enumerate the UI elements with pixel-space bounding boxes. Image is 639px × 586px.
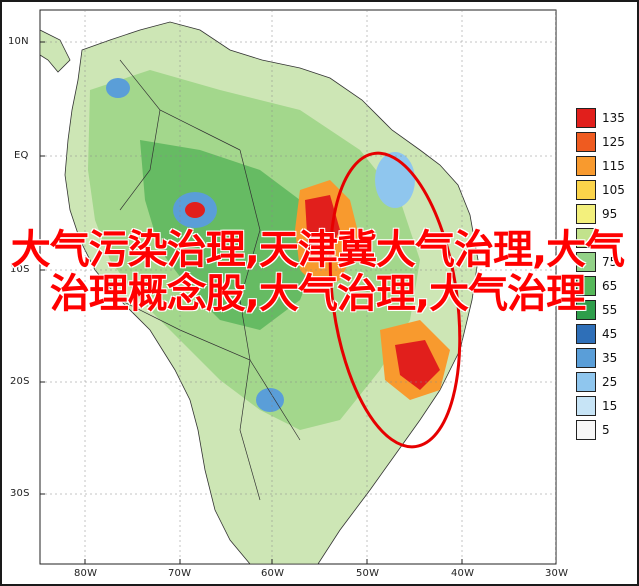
legend-swatch <box>576 252 596 272</box>
legend-label: 5 <box>602 423 610 437</box>
legend-swatch <box>576 300 596 320</box>
legend-swatch <box>576 204 596 224</box>
legend-label: 135 <box>602 111 625 125</box>
lon-label-40w: 40W <box>451 568 475 579</box>
legend-swatch <box>576 156 596 176</box>
legend-label: 95 <box>602 207 618 221</box>
legend-label: 15 <box>602 399 618 413</box>
legend-swatch <box>576 420 596 440</box>
legend-label: 45 <box>602 327 618 341</box>
lat-label-10n: 10N <box>8 36 29 47</box>
central-america-land <box>40 29 71 73</box>
lat-label-eq: EQ <box>14 150 29 161</box>
legend-swatch <box>576 276 596 296</box>
legend-label: 65 <box>602 279 618 293</box>
lat-label-20s: 20S <box>10 376 30 387</box>
legend-swatch <box>576 132 596 152</box>
legend-label: 105 <box>602 183 625 197</box>
overlay-watermark-text: 大气污染治理,天津冀大气治理,大气治理概念股,大气治理,大气治理 <box>10 227 625 317</box>
legend-swatch <box>576 372 596 392</box>
legend-swatch <box>576 324 596 344</box>
rain-zone-green <box>140 140 320 330</box>
rain-extreme-southeast <box>395 340 440 390</box>
legend-label: 35 <box>602 351 618 365</box>
rain-blue-north <box>106 78 130 98</box>
rain-red-west <box>185 202 205 218</box>
lon-label-60w: 60W <box>261 568 285 579</box>
lon-label-80w: 80W <box>74 568 98 579</box>
lon-label-30w: 30W <box>545 568 569 579</box>
lon-label-70w: 70W <box>168 568 192 579</box>
rain-blue-east <box>375 152 415 208</box>
lat-label-10s: 10S <box>10 264 30 275</box>
axis-ticks <box>40 41 463 564</box>
color-legend: 135 125 115 105 95 85 75 65 55 45 35 25 15 5 <box>576 104 632 466</box>
legend-label: 75 <box>602 255 618 269</box>
legend-swatch <box>576 348 596 368</box>
legend-label: 85 <box>602 231 618 245</box>
legend-swatch <box>576 108 596 128</box>
legend-label: 55 <box>602 303 618 317</box>
highlight-circle <box>328 151 462 449</box>
lon-label-50w: 50W <box>356 568 380 579</box>
legend-swatch <box>576 180 596 200</box>
country-borders <box>119 59 301 501</box>
legend-label: 125 <box>602 135 625 149</box>
lat-label-30s: 30S <box>10 488 30 499</box>
legend-label: 115 <box>602 159 625 173</box>
graticule <box>40 10 556 564</box>
legend-label: 25 <box>602 375 618 389</box>
rain-blue-south <box>256 388 284 412</box>
legend-swatch <box>576 228 596 248</box>
legend-swatch <box>576 396 596 416</box>
